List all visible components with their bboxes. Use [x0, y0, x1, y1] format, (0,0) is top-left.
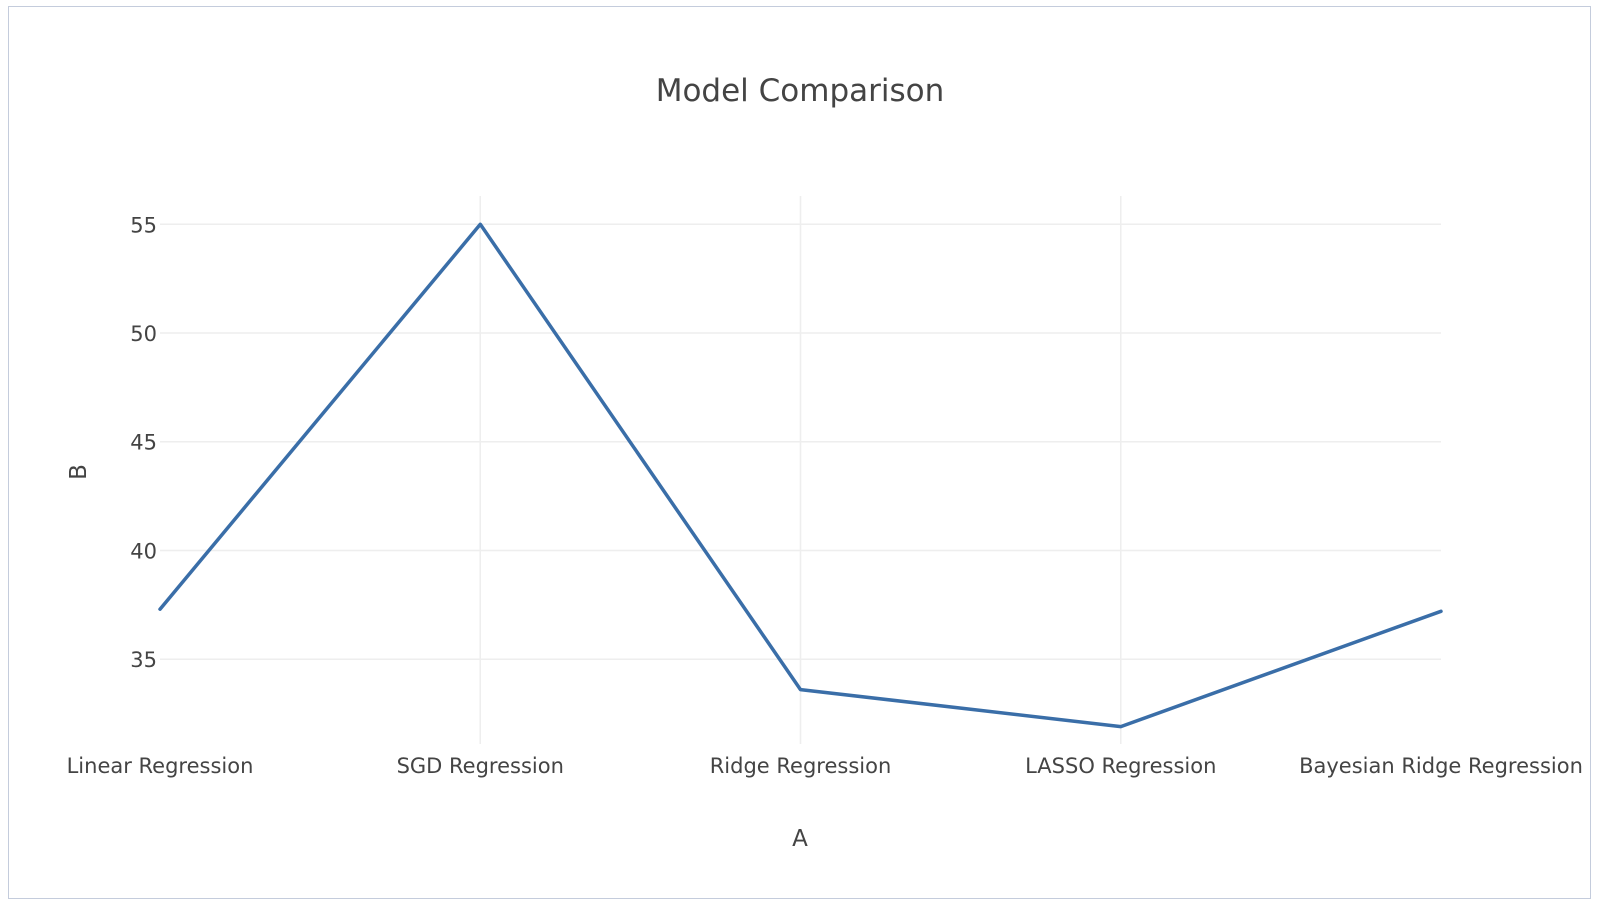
series-line-0 — [158, 222, 1443, 729]
y-tick-label: 35 — [130, 648, 157, 672]
y-tick-label: 40 — [130, 539, 157, 563]
x-axis-title: A — [792, 826, 808, 852]
y-tick-labels: 35 40 45 50 55 — [130, 213, 157, 672]
x-tick-label: Linear Regression — [67, 754, 254, 778]
chart-title: Model Comparison — [656, 73, 945, 109]
x-tick-label: LASSO Regression — [1025, 754, 1216, 778]
y-tick-label: 50 — [130, 322, 157, 346]
x-tick-label: Bayesian Ridge Regression — [1299, 754, 1583, 778]
x-tick-label: Ridge Regression — [710, 754, 892, 778]
y-axis-title: B — [66, 464, 92, 480]
y-tick-label: 55 — [130, 213, 157, 237]
x-tick-label: SGD Regression — [397, 754, 564, 778]
x-tick-labels: Linear Regression SGD Regression Ridge Reg… — [67, 754, 1583, 778]
y-tick-label: 45 — [130, 431, 157, 455]
series-layer — [158, 222, 1443, 729]
x-gridlines — [479, 196, 1122, 744]
chart-frame — [8, 6, 1591, 899]
